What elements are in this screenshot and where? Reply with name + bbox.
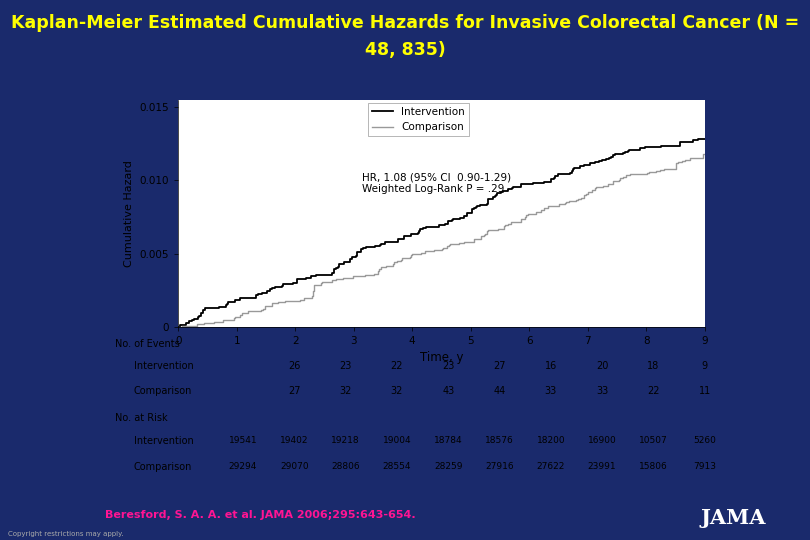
Text: 28806: 28806	[331, 462, 360, 471]
Text: JAMA: JAMA	[701, 508, 765, 528]
Text: Copyright restrictions may apply.: Copyright restrictions may apply.	[8, 531, 124, 537]
Text: 10507: 10507	[639, 436, 667, 445]
Y-axis label: Cumulative Hazard: Cumulative Hazard	[124, 160, 134, 267]
Comparison	[700, 151, 710, 157]
Line: Intervention: Intervention	[178, 139, 705, 327]
Text: 18784: 18784	[434, 436, 463, 445]
Text: 43: 43	[442, 386, 454, 396]
Text: 16: 16	[544, 361, 557, 372]
Intervention	[481, 202, 491, 208]
Text: Intervention: Intervention	[134, 436, 194, 446]
Text: 26: 26	[288, 361, 301, 372]
Text: 16900: 16900	[588, 436, 616, 445]
Intervention	[444, 218, 454, 225]
Text: 29294: 29294	[228, 462, 258, 471]
Text: 18: 18	[647, 361, 659, 372]
Comparison	[532, 208, 542, 215]
Text: 48, 835): 48, 835)	[364, 40, 446, 58]
Text: 27: 27	[288, 386, 301, 396]
Text: 23: 23	[339, 361, 352, 372]
Text: Beresford, S. A. A. et al. JAMA 2006;295:643-654.: Beresford, S. A. A. et al. JAMA 2006;295…	[105, 510, 416, 521]
Text: 28554: 28554	[382, 462, 411, 471]
X-axis label: Time, y: Time, y	[420, 352, 463, 365]
Legend: Intervention, Comparison: Intervention, Comparison	[368, 103, 469, 137]
Text: 33: 33	[596, 386, 608, 396]
Text: 22: 22	[390, 361, 403, 372]
Text: 27: 27	[493, 361, 505, 372]
Text: 9: 9	[701, 361, 708, 372]
Text: HR, 1.08 (95% CI  0.90-1.29)
Weighted Log-Rank P = .29: HR, 1.08 (95% CI 0.90-1.29) Weighted Log…	[362, 172, 512, 194]
Comparison	[499, 223, 509, 230]
Text: 11: 11	[698, 386, 711, 396]
Text: No. at Risk: No. at Risk	[116, 413, 168, 423]
Text: 44: 44	[493, 386, 505, 396]
Comparison	[603, 183, 612, 189]
Text: 33: 33	[544, 386, 557, 396]
Intervention	[700, 136, 710, 143]
Text: 23: 23	[442, 361, 454, 372]
Text: Kaplan-Meier Estimated Cumulative Hazards for Invasive Colorectal Cancer (N =: Kaplan-Meier Estimated Cumulative Hazard…	[11, 14, 799, 31]
Text: 32: 32	[390, 386, 403, 396]
Text: 7913: 7913	[693, 462, 716, 471]
Text: 19541: 19541	[228, 436, 258, 445]
Comparison	[173, 323, 183, 330]
Text: 5260: 5260	[693, 436, 716, 445]
Text: Intervention: Intervention	[134, 361, 194, 372]
Line: Comparison: Comparison	[178, 154, 705, 327]
Text: 18200: 18200	[536, 436, 565, 445]
Text: 22: 22	[647, 386, 659, 396]
Intervention	[173, 323, 183, 330]
Intervention	[693, 136, 703, 143]
Text: 27622: 27622	[536, 462, 565, 471]
Comparison	[698, 151, 708, 157]
Text: 28259: 28259	[434, 462, 463, 471]
Text: 20: 20	[596, 361, 608, 372]
Text: 18576: 18576	[485, 436, 514, 445]
Text: 32: 32	[339, 386, 352, 396]
Comparison	[642, 170, 652, 177]
Text: 15806: 15806	[639, 462, 667, 471]
Text: Comparison: Comparison	[134, 386, 192, 396]
Text: 19218: 19218	[331, 436, 360, 445]
Intervention	[224, 299, 233, 306]
Text: Comparison: Comparison	[134, 462, 192, 472]
Text: 19004: 19004	[382, 436, 411, 445]
Intervention	[610, 151, 620, 157]
Text: No. of Events: No. of Events	[116, 339, 180, 349]
Text: 27916: 27916	[485, 462, 514, 471]
Intervention	[443, 220, 453, 226]
Intervention	[581, 162, 590, 168]
Text: 23991: 23991	[588, 462, 616, 471]
Text: 29070: 29070	[280, 462, 309, 471]
Comparison	[267, 300, 277, 307]
Text: 19402: 19402	[280, 436, 309, 445]
Comparison	[485, 227, 495, 233]
